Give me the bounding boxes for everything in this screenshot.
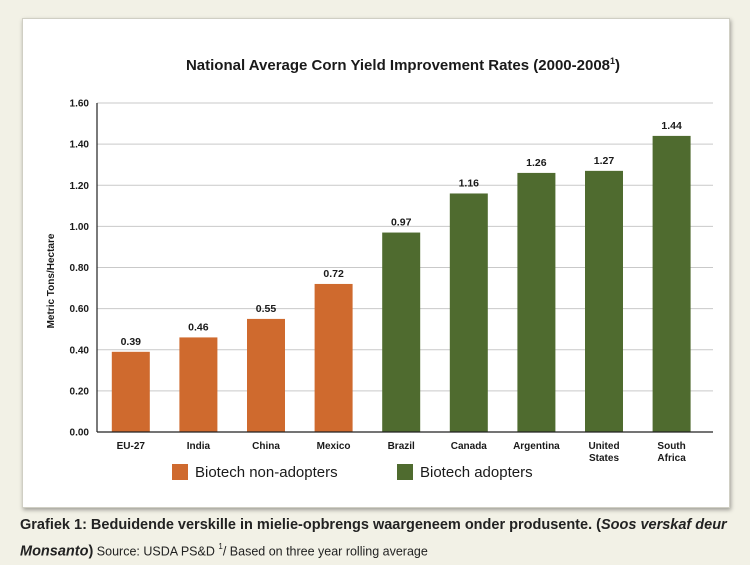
y-axis-label: Metric Tons/Hectare — [46, 233, 57, 328]
data-labels: 0.39 0.46 0.55 0.72 0.97 1.16 1.26 1.27 1.44 — [121, 120, 682, 348]
bar — [449, 193, 488, 432]
caption-close: ) — [88, 543, 94, 560]
data-label: 1.16 — [459, 177, 480, 189]
figure-caption: Grafiek 1: Beduidende verskille in mieli… — [20, 514, 735, 562]
data-label: 0.39 — [121, 336, 142, 348]
legend-label: Biotech adopters — [420, 464, 533, 481]
bar — [247, 318, 285, 432]
x-tick-label-line: Brazil — [388, 441, 415, 452]
x-tick-label: United States — [588, 441, 619, 464]
chart-title: National Average Corn Yield Improvement … — [186, 56, 620, 74]
x-tick-label-line: EU-27 — [117, 441, 146, 452]
x-tick-label: South Africa — [657, 441, 686, 464]
bar — [652, 135, 691, 432]
legend-swatch — [397, 464, 413, 480]
y-tick-label: 0.80 — [70, 263, 90, 274]
x-tick-label: Mexico — [317, 441, 351, 452]
legend: Biotech non-adopters Biotech adopters — [172, 464, 533, 481]
caption-source: Source: USDA PS&D — [93, 544, 219, 559]
x-tick-label: EU-27 — [117, 441, 146, 452]
caption-italic: Soos verskaf deur Monsanto — [20, 517, 727, 560]
data-label: 0.55 — [256, 303, 277, 315]
bar-chart: National Average Corn Yield Improvement … — [46, 56, 713, 481]
caption-source-tail: / Based on three year rolling average — [222, 544, 428, 559]
x-tick-label-line: India — [187, 441, 211, 452]
x-tick-label-line: Africa — [657, 453, 686, 464]
y-tick-label: 1.60 — [70, 99, 90, 110]
data-label: 1.27 — [594, 155, 615, 167]
bar — [382, 232, 421, 432]
data-label: 0.72 — [323, 268, 344, 280]
chart-title-close: ) — [615, 57, 620, 74]
bar — [111, 351, 150, 432]
y-tick-label: 0.40 — [70, 345, 90, 356]
x-tick-label-line: Argentina — [513, 441, 560, 452]
y-tick-label: 1.20 — [70, 181, 90, 192]
y-tick-label: 0.60 — [70, 304, 90, 315]
y-tick-labels: 0.00 0.20 0.40 0.60 0.80 1.00 1.20 1.40 1.60 — [70, 99, 90, 439]
chart-title-superscript: 1 — [610, 56, 615, 66]
x-tick-label: India — [187, 441, 211, 452]
data-label: 1.26 — [526, 157, 547, 169]
y-tick-label: 0.20 — [70, 386, 90, 397]
caption-main: Grafiek 1: Beduidende verskille in mieli… — [20, 517, 601, 533]
legend-label: Biotech non-adopters — [195, 464, 338, 481]
x-tick-label: China — [252, 441, 280, 452]
x-tick-label-line: States — [589, 453, 619, 464]
x-tick-label-line: United — [588, 441, 619, 452]
x-tick-labels: EU-27 India China Mexico Brazil Canada Argenti… — [117, 441, 687, 464]
chart-title-main: National Average Corn Yield Improvement … — [186, 57, 610, 74]
bar — [179, 337, 218, 432]
bars — [111, 135, 691, 432]
chart-frame: National Average Corn Yield Improvement … — [22, 18, 730, 508]
x-tick-label-line: China — [252, 441, 280, 452]
bar — [314, 283, 353, 432]
bar — [585, 170, 623, 432]
x-tick-label: Argentina — [513, 441, 560, 452]
x-tick-label-line: Mexico — [317, 441, 351, 452]
x-tick-label: Canada — [451, 441, 488, 452]
data-label: 0.97 — [391, 217, 412, 229]
caption-source-superscript: 1 — [218, 542, 223, 551]
x-tick-label: Brazil — [388, 441, 415, 452]
y-tick-label: 1.40 — [70, 140, 90, 151]
x-tick-label-line: Canada — [451, 441, 488, 452]
legend-swatch — [172, 464, 188, 480]
x-tick-label-line: South — [657, 441, 685, 452]
y-tick-label: 0.00 — [70, 428, 90, 439]
bar — [517, 172, 556, 432]
y-tick-label: 1.00 — [70, 222, 90, 233]
data-label: 1.44 — [661, 120, 682, 132]
data-label: 0.46 — [188, 321, 209, 333]
